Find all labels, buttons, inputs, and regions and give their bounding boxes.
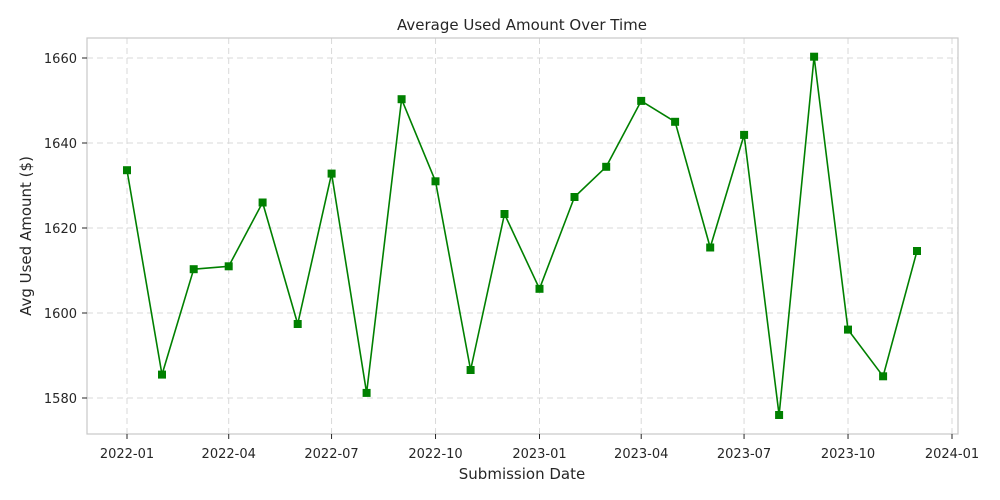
x-tick-label: 2023-04 (614, 447, 668, 462)
data-point-marker (432, 177, 440, 185)
chart-title: Average Used Amount Over Time (397, 16, 647, 34)
x-tick-label: 2022-10 (408, 447, 462, 462)
data-point-marker (398, 95, 406, 103)
x-axis-label: Submission Date (459, 465, 585, 483)
y-tick-label: 1620 (44, 222, 77, 237)
plot-frame (87, 38, 958, 434)
data-point-marker (536, 285, 544, 293)
data-point-marker (190, 265, 198, 273)
data-point-marker (602, 163, 610, 171)
x-tick-label: 2023-01 (512, 447, 566, 462)
data-point-marker (328, 170, 336, 178)
data-point-marker (671, 118, 679, 126)
data-point-marker (775, 411, 783, 419)
data-point-marker (158, 371, 166, 379)
y-axis-label: Avg Used Amount ($) (17, 156, 35, 316)
data-point-marker (913, 247, 921, 255)
data-point-marker (363, 389, 371, 397)
data-point-marker (571, 193, 579, 201)
y-tick-label: 1600 (44, 307, 77, 322)
data-point-marker (467, 366, 475, 374)
y-tick-label: 1640 (44, 137, 77, 152)
data-point-marker (740, 131, 748, 139)
data-point-marker (225, 262, 233, 270)
x-tick-label: 2024-01 (925, 447, 979, 462)
data-point-marker (810, 53, 818, 61)
data-point-marker (294, 320, 302, 328)
data-point-marker (706, 244, 714, 252)
data-point-marker (259, 199, 267, 207)
y-tick-label: 1580 (44, 392, 77, 407)
x-tick-label: 2023-07 (717, 447, 771, 462)
y-tick-label: 1660 (44, 52, 77, 67)
data-point-marker (844, 326, 852, 334)
y-axis: 1580 1600 1620 1640 1660 (44, 52, 87, 407)
data-point-marker (501, 210, 509, 218)
x-tick-label: 2022-04 (202, 447, 256, 462)
x-axis: 2022-01 2022-04 2022-07 2022-10 2023-01 2023-… (100, 434, 979, 462)
series-line (123, 53, 921, 419)
data-point-marker (637, 97, 645, 105)
series-line-path (127, 57, 917, 415)
x-tick-label: 2023-10 (821, 447, 875, 462)
x-tick-label: 2022-01 (100, 447, 154, 462)
data-point-marker (879, 372, 887, 380)
x-tick-label: 2022-07 (304, 447, 358, 462)
grid (87, 38, 958, 434)
data-point-marker (123, 166, 131, 174)
